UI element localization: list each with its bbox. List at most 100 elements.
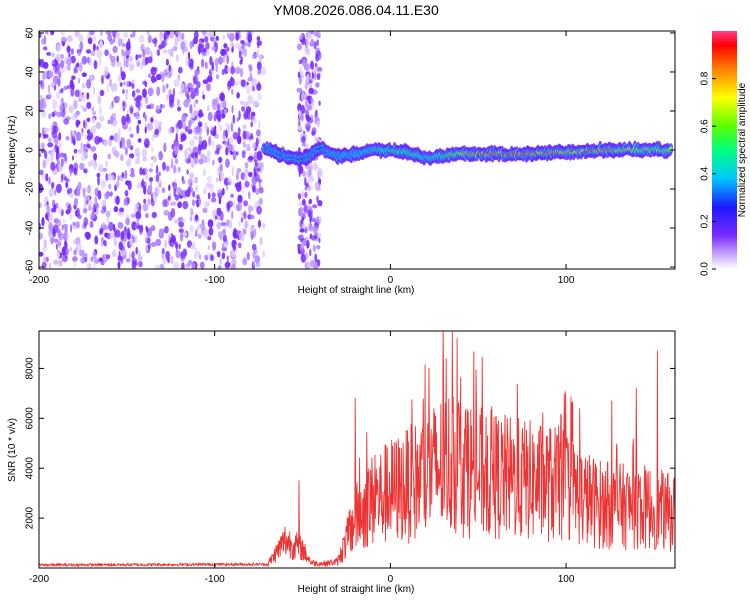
spectrogram-noise-blob [103,140,108,147]
spectrogram-noise-blob [97,95,102,105]
spectrogram-noise-blob [230,40,234,47]
spectrogram-noise-blob [79,104,85,109]
spectrogram-noise-blob [200,58,205,68]
spectrogram-noise-blob [310,163,313,172]
spectrogram-noise-blob [234,183,238,188]
spectrogram-noise-blob [82,249,85,259]
spectrogram-noise-blob [316,167,323,178]
spectrogram-noise-blob [76,221,80,229]
spectrogram-noise-blob [39,58,42,67]
spectrogram-x-tick-label: 0 [388,275,394,286]
spectrogram-noise-blob [70,83,75,90]
spectrogram-noise-blob [301,198,306,206]
spectrogram-noise-blob [232,150,237,161]
spectrogram-noise-blob [56,206,63,214]
spectrogram-noise-blob [70,87,75,97]
spectrogram-noise-blob [207,235,212,241]
spectrogram-noise-blob [237,201,243,212]
spectrogram-noise-blob [50,31,55,36]
spectrogram-noise-blob [125,91,128,101]
spectrogram-noise-blob [179,232,184,242]
spectrogram-noise-blob [246,84,251,95]
spectrogram-noise-blob [186,169,189,175]
spectrogram-noise-blob [180,83,185,91]
spectrogram-noise-blob [39,251,44,257]
spectrogram-noise-blob [199,223,206,230]
spectrogram-noise-blob [72,256,78,262]
spectrogram-noise-blob [87,56,90,64]
spectrogram-noise-blob [77,214,82,220]
snr-y-tick-label: 6000 [25,407,36,430]
spectrogram-noise-blob [243,210,247,220]
spectrogram-noise-blob [178,167,181,172]
spectrogram-noise-blob [258,55,263,63]
spectrogram-noise-blob [165,165,170,172]
spectrogram-noise-blob [108,104,113,110]
colorbar-tick-label: 0.6 [700,119,711,133]
spectrogram-noise-blob [160,103,163,110]
spectrogram-noise-blob [156,86,161,97]
spectrogram-noise-blob [207,219,214,228]
spectrogram-noise-blob [41,38,46,45]
spectrogram-noise-blob [41,142,45,152]
spectrogram-noise-blob [163,142,167,153]
spectrogram-noise-blob [192,191,196,198]
spectrogram-noise-blob [48,113,52,120]
spectrogram-noise-blob [45,31,49,36]
spectrogram-noise-blob [309,248,312,257]
spectrogram-noise-blob [74,209,79,217]
spectrogram-noise-blob [297,193,302,200]
spectrogram-noise-blob [185,56,190,66]
spectrogram-noise-blob [232,132,239,140]
spectrogram-noise-blob [217,188,222,193]
spectrogram-noise-blob [76,66,81,72]
spectrogram-noise-blob [204,254,209,261]
spectrogram-noise-blob [71,75,76,80]
spectrogram-noise-blob [66,58,72,66]
spectrogram-noise-blob [135,111,140,120]
spectrogram-noise-blob [113,206,119,213]
spectrogram-noise-blob [99,39,103,49]
spectrogram-noise-blob [255,129,261,137]
spectrogram-noise-blob [253,171,257,177]
spectrogram-noise-blob [105,173,109,182]
spectrogram-noise-blob [135,211,142,220]
spectrogram-noise-blob [142,49,146,58]
spectrogram-noise-blob [198,146,201,155]
spectrogram-noise-blob [193,177,198,184]
spectrogram-noise-blob [104,191,110,200]
spectrogram-noise-blob [115,195,120,205]
spectrogram-noise-blob [187,128,193,135]
spectrogram-noise-blob [215,110,221,120]
spectrogram-noise-blob [111,60,116,68]
spectrogram-noise-blob [99,115,105,122]
spectrogram-ridge [261,140,674,168]
spectrogram-noise-blob [306,104,313,111]
spectrogram-noise-blob [145,56,149,65]
spectrogram-noise-blob [135,246,138,255]
spectrogram-noise-blob [138,261,143,268]
spectrogram-noise-blob [135,100,141,108]
spectrogram-noise-blob [58,67,65,74]
spectrogram-noise-blob [143,138,150,149]
spectrogram-noise-blob [96,172,101,178]
spectrogram-noise-blob [170,256,174,264]
spectrogram-noise-blob [115,31,121,40]
spectrogram-noise-blob [173,145,179,155]
spectrogram-noise-blob [175,133,178,142]
spectrogram-noise-blob [309,31,314,35]
spectrogram-noise-blob [46,201,49,206]
spectrogram-noise-blob [256,150,263,161]
spectrogram-noise-blob [128,63,135,72]
spectrogram-noise-blob [128,56,133,63]
spectrogram-noise-blob [239,100,245,105]
spectrogram-noise-blob [214,57,219,68]
spectrogram-noise-blob [150,75,156,83]
spectrogram-noise-blob [60,158,64,167]
spectrogram-noise-blob [147,87,154,97]
spectrogram-noise-blob [167,195,171,201]
spectrogram-noise-blob [39,144,42,154]
spectrogram-noise-blob [124,196,130,206]
spectrogram-noise-blob [67,34,73,43]
spectrogram-noise-blob [205,50,209,57]
